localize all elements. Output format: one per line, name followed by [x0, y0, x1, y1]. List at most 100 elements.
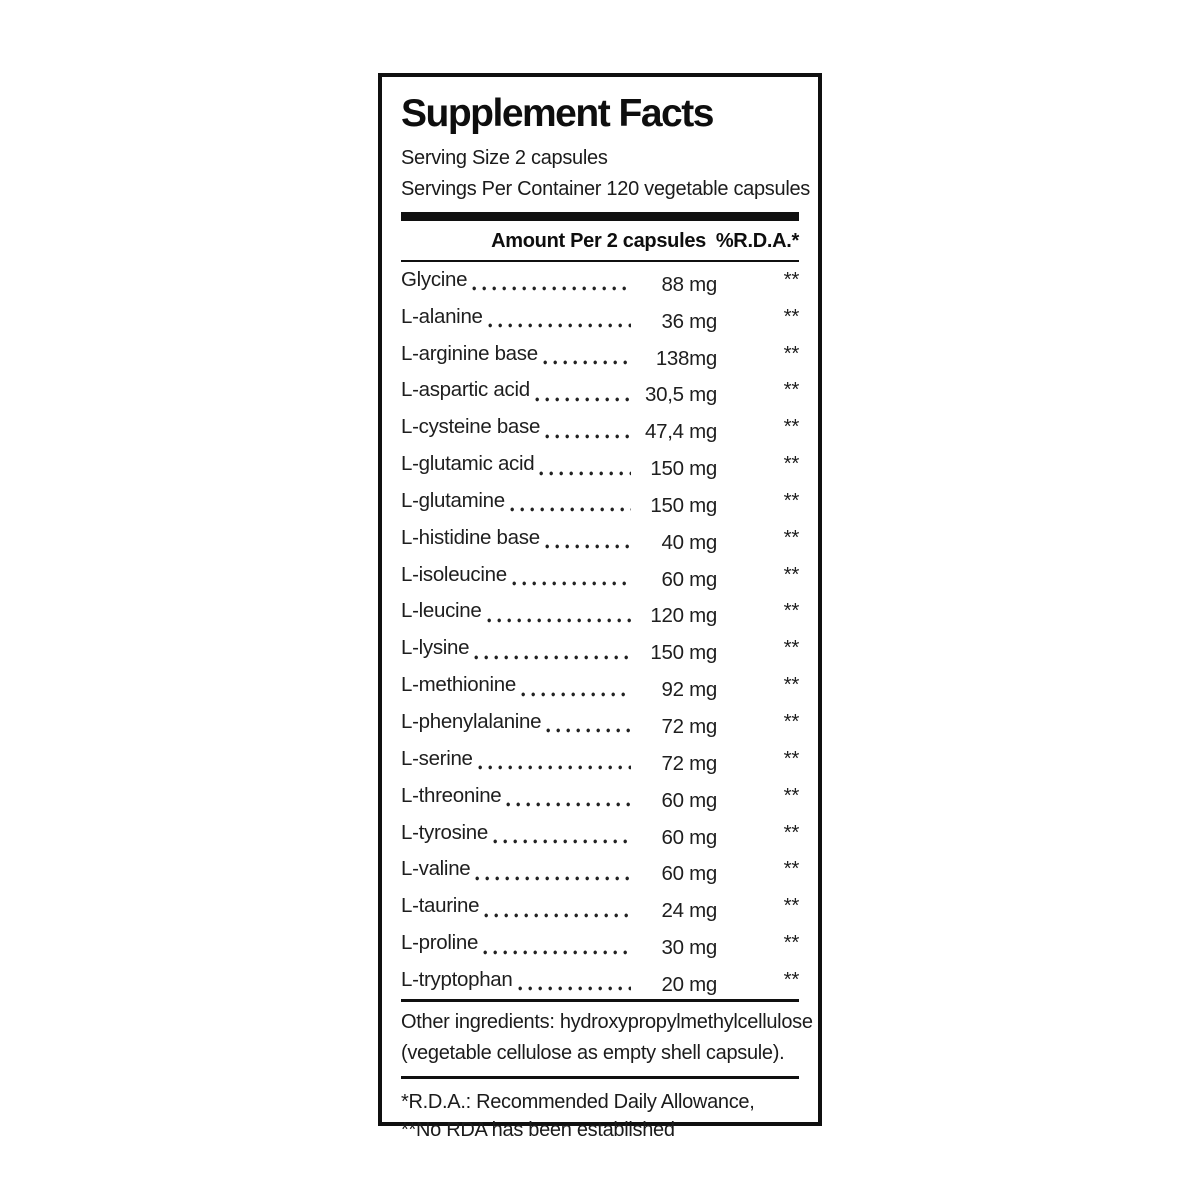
ingredient-name: L-tryptophan: [401, 967, 513, 991]
ingredient-rda-value: **: [783, 415, 800, 439]
table-row: L-threonine 60 mg **: [401, 778, 799, 815]
ingredient-rda-value: **: [783, 341, 800, 365]
ingredient-name: L-threonine: [401, 783, 502, 807]
ingredient-rda-value: **: [783, 636, 800, 660]
ingredient-name: L-proline: [401, 931, 479, 955]
ingredient-amount: 150 mg: [650, 493, 717, 517]
table-row: L-histidine base 40 mg **: [401, 520, 799, 557]
dot-leader: [506, 789, 631, 808]
dot-leader: [474, 642, 631, 661]
table-row: L-lysine 150 mg **: [401, 630, 799, 667]
ingredient-rda-value: **: [783, 931, 800, 955]
ingredient-name: L-tyrosine: [401, 820, 489, 844]
serving-info: Serving Size 2 capsules Servings Per Con…: [401, 143, 810, 205]
table-row: L-cysteine base 47,4 mg **: [401, 409, 799, 446]
ingredient-amount: 20 mg: [661, 972, 718, 996]
ingredient-amount: 60 mg: [661, 862, 718, 886]
ingredient-rda-value: **: [783, 488, 800, 512]
rda-column-header: %R.D.A.*: [715, 230, 799, 252]
ingredient-amount: 24 mg: [661, 899, 718, 923]
ingredient-name: L-taurine: [401, 894, 480, 918]
ingredient-rda-value: **: [783, 820, 800, 844]
rda-footnote: *R.D.A.: Recommended Daily Allowance,: [401, 1090, 755, 1113]
ingredient-rda-value: **: [783, 967, 800, 991]
dot-leader: [520, 679, 631, 698]
ingredient-amount: 88 mg: [661, 272, 718, 296]
ingredient-name: L-histidine base: [401, 525, 540, 549]
ingredient-name: L-valine: [401, 857, 471, 881]
table-row: L-tyrosine 60 mg **: [401, 815, 799, 852]
ingredient-name: L-aspartic acid: [401, 378, 530, 402]
ingredient-name: L-lysine: [401, 636, 470, 660]
ingredient-name: Glycine: [401, 267, 468, 291]
ingredient-rda-value: **: [783, 452, 800, 476]
dot-leader: [545, 421, 631, 440]
other-ingredients-line-1: Other ingredients: hydroxypropylmethylce…: [401, 1010, 813, 1033]
dot-leader: [484, 900, 631, 919]
dot-leader: [472, 273, 631, 292]
other-ingredients-section: Other ingredients: hydroxypropylmethylce…: [401, 998, 813, 1079]
ingredient-rda-value: **: [783, 525, 800, 549]
dot-leader: [544, 531, 631, 550]
table-row: L-taurine 24 mg **: [401, 888, 799, 925]
ingredient-amount: 138mg: [655, 346, 717, 370]
ingredient-rda-value: **: [783, 783, 800, 807]
no-rda-footnote: **No RDA has been established: [401, 1119, 675, 1142]
ingredient-amount: 150 mg: [650, 641, 717, 665]
ingredient-rows: Glycine 88 mg ** L-alanine 36 mg ** L-ar…: [401, 262, 799, 999]
dot-leader: [539, 458, 631, 477]
dot-leader: [546, 715, 631, 734]
ingredient-amount: 30,5 mg: [645, 383, 717, 407]
ingredient-rda-value: **: [783, 709, 800, 733]
ingredient-amount: 60 mg: [661, 825, 718, 849]
ingredient-name: L-cysteine base: [401, 415, 541, 439]
table-row: L-aspartic acid 30,5 mg **: [401, 373, 799, 410]
table-row: L-serine 72 mg **: [401, 741, 799, 778]
supplement-facts-panel: Supplement Facts Serving Size 2 capsules…: [378, 73, 822, 1141]
dot-leader: [475, 863, 631, 882]
table-row: L-glutamine 150 mg **: [401, 483, 799, 520]
serving-size-line: Serving Size 2 capsules: [401, 147, 608, 169]
dot-leader: [486, 605, 631, 624]
amount-column-header: Amount Per 2 capsules: [491, 230, 706, 252]
dot-leader: [483, 937, 631, 956]
table-row: L-glutamic acid 150 mg **: [401, 446, 799, 483]
ingredient-name: L-serine: [401, 746, 473, 770]
table-row: Glycine 88 mg **: [401, 262, 799, 299]
servings-per-container-line: Servings Per Container 120 vegetable cap…: [401, 178, 810, 200]
ingredient-rda-value: **: [783, 599, 800, 623]
ingredient-rda-value: **: [783, 894, 800, 918]
ingredient-amount: 60 mg: [661, 567, 718, 591]
table-row: L-alanine 36 mg **: [401, 299, 799, 336]
table-row: L-isoleucine 60 mg **: [401, 557, 799, 594]
ingredient-amount: 30 mg: [661, 936, 718, 960]
ingredient-amount: 60 mg: [661, 788, 718, 812]
ingredient-amount: 72 mg: [661, 714, 718, 738]
table-row: L-valine 60 mg **: [401, 852, 799, 889]
ingredient-rda-value: **: [783, 562, 800, 586]
ingredient-amount: 40 mg: [661, 530, 718, 554]
dot-leader: [542, 347, 631, 366]
dot-leader: [534, 384, 631, 403]
table-row: L-leucine 120 mg **: [401, 594, 799, 631]
table-row: L-phenylalanine 72 mg **: [401, 704, 799, 741]
footnotes-section: *R.D.A.: Recommended Daily Allowance, **…: [401, 1079, 799, 1145]
ingredient-name: L-alanine: [401, 304, 483, 328]
dot-leader: [477, 752, 631, 771]
dot-leader: [509, 494, 631, 513]
other-ingredients-line-2: (vegetable cellulose as empty shell caps…: [401, 1041, 785, 1064]
ingredient-amount: 120 mg: [650, 604, 717, 628]
ingredient-rda-value: **: [783, 378, 800, 402]
ingredient-amount: 92 mg: [661, 678, 718, 702]
dot-leader: [511, 568, 631, 587]
ingredient-rda-value: **: [783, 304, 800, 328]
dot-leader: [493, 826, 631, 845]
ingredient-rda-value: **: [783, 746, 800, 770]
ingredient-name: L-glutamine: [401, 488, 505, 512]
ingredient-name: L-glutamic acid: [401, 452, 535, 476]
ingredient-rda-value: **: [783, 857, 800, 881]
table-row: L-methionine 92 mg **: [401, 667, 799, 704]
ingredient-name: L-leucine: [401, 599, 482, 623]
table-row: L-tryptophan 20 mg **: [401, 962, 799, 999]
ingredient-amount: 47,4 mg: [645, 420, 717, 444]
